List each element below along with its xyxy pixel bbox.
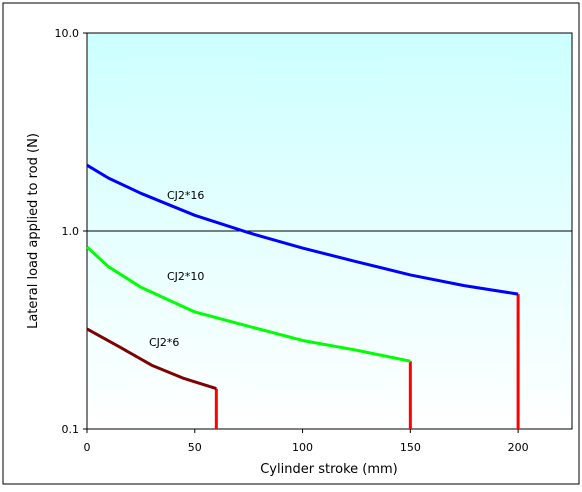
x-tick-label: 150 — [400, 441, 421, 454]
y-tick-label: 0.1 — [62, 423, 80, 436]
series-label: CJ2*16 — [167, 189, 204, 202]
x-axis-ticks: 0 50 100 150 200 — [84, 429, 529, 454]
y-axis-label: Lateral load applied to rod (N) — [26, 133, 41, 329]
series-lines — [85, 163, 519, 391]
y-tick-label: 1.0 — [62, 225, 80, 238]
series-label: CJ2*6 — [149, 336, 179, 349]
series-line — [86, 163, 519, 296]
x-tick-label: 0 — [84, 441, 91, 454]
series-line — [86, 327, 217, 391]
stroke-limit-lines — [214, 294, 520, 429]
x-tick-label: 100 — [292, 441, 313, 454]
series-line — [85, 245, 411, 363]
series-labels: CJ2*16 CJ2*10 CJ2*6 — [149, 189, 204, 349]
series-label: CJ2*10 — [167, 270, 204, 283]
x-tick-label: 200 — [508, 441, 529, 454]
x-tick-label: 50 — [188, 441, 202, 454]
y-axis-ticks: 0.1 1.0 10.0 — [55, 27, 87, 436]
y-tick-label: 10.0 — [55, 27, 80, 40]
x-axis-label: Cylinder stroke (mm) — [260, 462, 398, 477]
